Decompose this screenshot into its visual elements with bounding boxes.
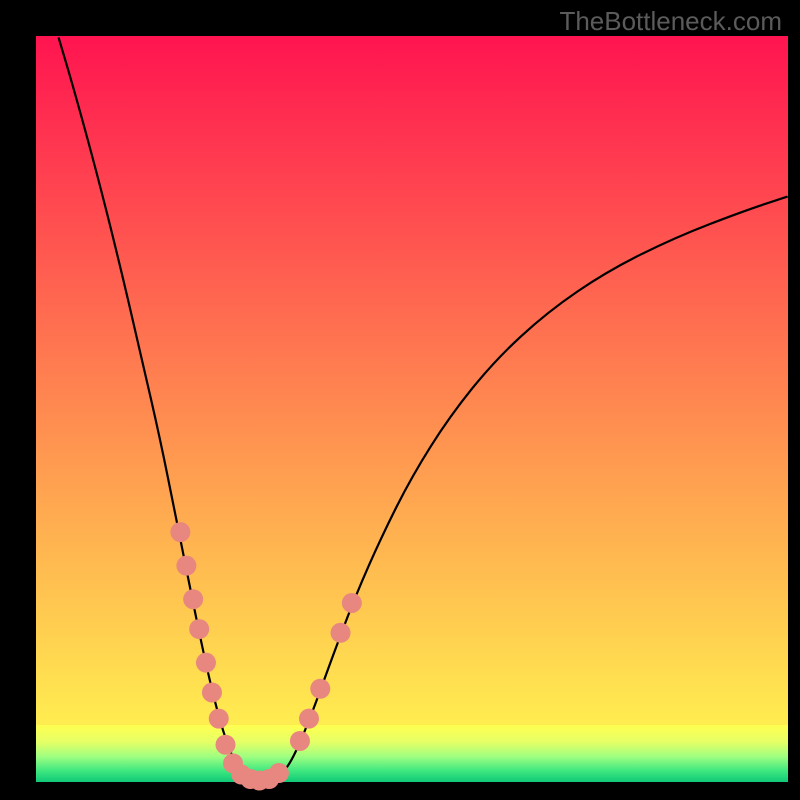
watermark-text: TheBottleneck.com xyxy=(559,6,782,37)
data-point xyxy=(202,682,222,702)
data-point xyxy=(209,709,229,729)
data-point xyxy=(310,679,330,699)
chart-overlay xyxy=(0,0,800,800)
data-point xyxy=(299,709,319,729)
bottleneck-curve xyxy=(59,37,788,780)
data-point xyxy=(331,623,351,643)
data-point xyxy=(170,522,190,542)
data-point xyxy=(183,589,203,609)
data-point xyxy=(216,735,236,755)
data-point xyxy=(196,653,216,673)
data-point xyxy=(176,556,196,576)
chart-stage: TheBottleneck.com xyxy=(0,0,800,800)
data-point xyxy=(269,763,289,783)
data-point xyxy=(342,593,362,613)
data-point xyxy=(290,731,310,751)
data-point xyxy=(189,619,209,639)
